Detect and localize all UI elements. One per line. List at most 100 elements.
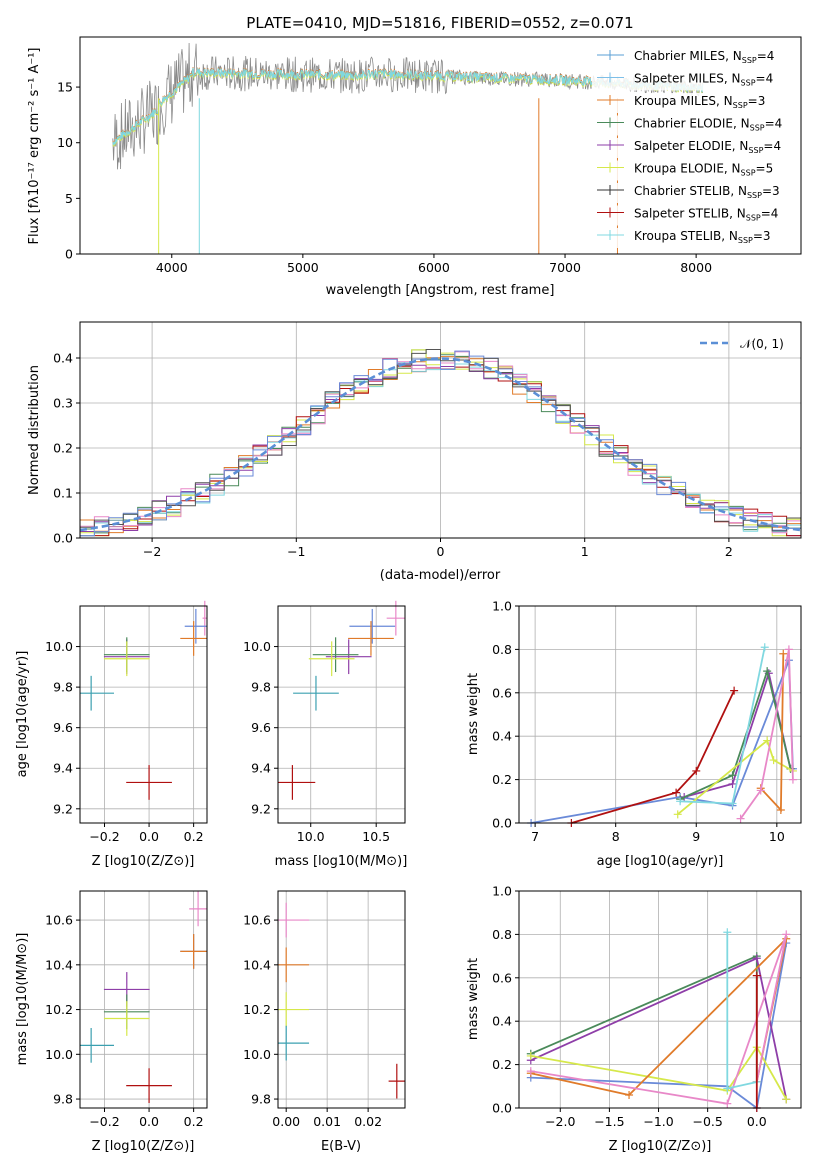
x-tick-label: 4000 [156, 260, 188, 275]
weight-z-plot-frame [518, 890, 802, 1109]
y-tick-label: 10.4 [45, 957, 73, 972]
residual-plot-frame [79, 321, 802, 539]
spectrum-legend: Chabrier MILES, NSSP=4 Salpeter MILES, NS… [592, 48, 792, 248]
y-tick-label: 0.0 [492, 1101, 512, 1116]
legend-background [592, 70, 792, 91]
normal-distribution-curve [80, 357, 801, 532]
mass-z-xlabel: Z [log10(Z/Z⊙)] [92, 1139, 195, 1154]
weight-point-marker [672, 788, 681, 797]
legend-background [592, 115, 792, 136]
x-tick-label: 9 [692, 829, 700, 844]
x-tick-label: −0.2 [89, 1114, 119, 1129]
x-tick-label: −0.2 [89, 829, 119, 844]
y-tick-label: 0.3 [53, 396, 73, 411]
y-tick-label: 10.4 [243, 957, 271, 972]
y-tick-label: 5 [65, 191, 73, 206]
weight-point-marker [723, 928, 732, 937]
legend-entry: Kroupa MILES, NSSP=3 [634, 94, 765, 110]
y-tick-label: 9.8 [251, 680, 271, 695]
y-tick-label: 0.2 [53, 441, 73, 456]
x-tick-label: −1.5 [594, 1114, 624, 1129]
weight-vs-age-panel: 7 8 9 10 0.0 0.2 0.4 0.6 0.8 1.0 age [log10(age/y… [466, 599, 802, 869]
x-tick-label: 0 [437, 544, 445, 559]
x-tick-label: 0.00 [272, 1114, 300, 1129]
weight-age-ylabel: mass weight [466, 673, 481, 755]
residual-xlabel: (data-model)/error [380, 568, 501, 583]
y-tick-label: 0.1 [53, 486, 73, 501]
x-tick-label: 0.0 [139, 829, 159, 844]
spectrum-ticks: 4000 5000 6000 7000 8000 0 5 10 15 [57, 80, 712, 275]
y-tick-label: 10 [57, 135, 73, 150]
weight-series-line [677, 738, 794, 815]
weight-point-marker [776, 805, 785, 814]
y-tick-label: 10.2 [45, 1002, 73, 1017]
x-tick-label: −1.0 [643, 1114, 673, 1129]
weight-z-ylabel: mass weight [466, 958, 481, 1040]
weight-series-line [530, 1045, 788, 1100]
x-tick-label: 0.0 [139, 1114, 159, 1129]
weight-age-plot-frame [518, 605, 802, 824]
y-tick-label: 9.4 [251, 761, 271, 776]
legend-background [592, 93, 792, 113]
legend-background [592, 138, 792, 158]
weight-series-line [530, 954, 758, 1082]
y-tick-label: 0.4 [492, 1014, 512, 1029]
mass-z-plot-frame [79, 890, 208, 1109]
weight-point-marker [625, 1090, 634, 1099]
y-tick-label: 10.0 [243, 1047, 271, 1062]
y-tick-label: 0.0 [492, 816, 512, 831]
y-tick-label: 15 [57, 80, 73, 95]
x-tick-label: 0.0 [747, 1114, 767, 1129]
weight-point-marker [769, 756, 778, 765]
residual-histograms [80, 349, 801, 537]
x-tick-label: 0.2 [184, 829, 204, 844]
x-tick-label: 7 [531, 829, 539, 844]
weight-point-marker [752, 954, 761, 963]
weight-point-marker [782, 930, 791, 939]
y-tick-label: 10.0 [243, 639, 271, 654]
spectrum-panel: PLATE=0410, MJD=51816, FIBERID=0552, z=0… [27, 14, 802, 298]
y-tick-label: 1.0 [492, 599, 512, 614]
x-tick-label: 10 [769, 829, 785, 844]
legend-entry: Kroupa STELIB, NSSP=3 [634, 229, 771, 245]
y-tick-label: 0.6 [492, 685, 512, 700]
x-tick-label: 5000 [287, 260, 319, 275]
mass-vs-metallicity-panel: −0.2 0.0 0.2 9.8 10.0 10.2 10.4 10.6 Z [log10(Z… [15, 890, 208, 1154]
weight-series-line [571, 690, 735, 824]
y-tick-label: 0.6 [492, 970, 512, 985]
mass-ebv-plot-frame [277, 890, 406, 1109]
legend-entry: Kroupa ELODIE, NSSP=5 [634, 162, 773, 178]
age-z-ylabel: age [log10(age/yr)] [15, 651, 30, 778]
y-tick-label: 0.8 [492, 927, 512, 942]
x-tick-label: 2 [725, 544, 733, 559]
x-tick-label: −2.0 [545, 1114, 575, 1129]
residual-ylabel: Normed distribution [27, 365, 42, 495]
y-tick-label: 1.0 [492, 884, 512, 899]
weight-point-marker [763, 667, 772, 676]
x-tick-label: −2 [143, 544, 161, 559]
weight-point-marker [782, 1095, 791, 1104]
age-vs-metallicity-panel: −0.2 0.0 0.2 9.2 9.4 9.6 9.8 10.0 Z [log10(Z/Z⊙… [15, 600, 208, 869]
residual-histogram-panel: −2 −1 0 1 2 0.0 0.1 0.2 0.3 0.4 𝒩(0, 1) (data-mod… [27, 321, 802, 583]
mass-ebv-xlabel: E(B-V) [321, 1139, 361, 1154]
legend-background [592, 183, 792, 203]
weight-point-marker [788, 775, 797, 784]
x-tick-label: 10.5 [362, 829, 390, 844]
age-z-plot-frame [79, 605, 208, 824]
y-tick-label: 9.8 [53, 680, 73, 695]
weight-point-marker [526, 1051, 535, 1060]
y-tick-label: 0.4 [53, 351, 73, 366]
weight-point-marker [723, 1099, 732, 1108]
weight-point-marker [728, 779, 737, 788]
x-tick-label: 6000 [418, 260, 450, 275]
weight-series-line [739, 649, 794, 820]
weight-point-marker [692, 766, 701, 775]
x-tick-label: 1 [581, 544, 589, 559]
y-tick-label: 0.4 [492, 729, 512, 744]
x-tick-label: 0.2 [184, 1114, 204, 1129]
y-tick-label: 10.2 [243, 1002, 271, 1017]
age-mass-plot-frame [277, 605, 406, 824]
weight-z-xlabel: Z [log10(Z/Z⊙)] [609, 1139, 712, 1154]
weight-point-marker [728, 799, 737, 808]
age-vs-mass-panel: 10.0 10.5 9.2 9.4 9.6 9.8 10.0 mass [log10(M/M… [243, 600, 407, 869]
